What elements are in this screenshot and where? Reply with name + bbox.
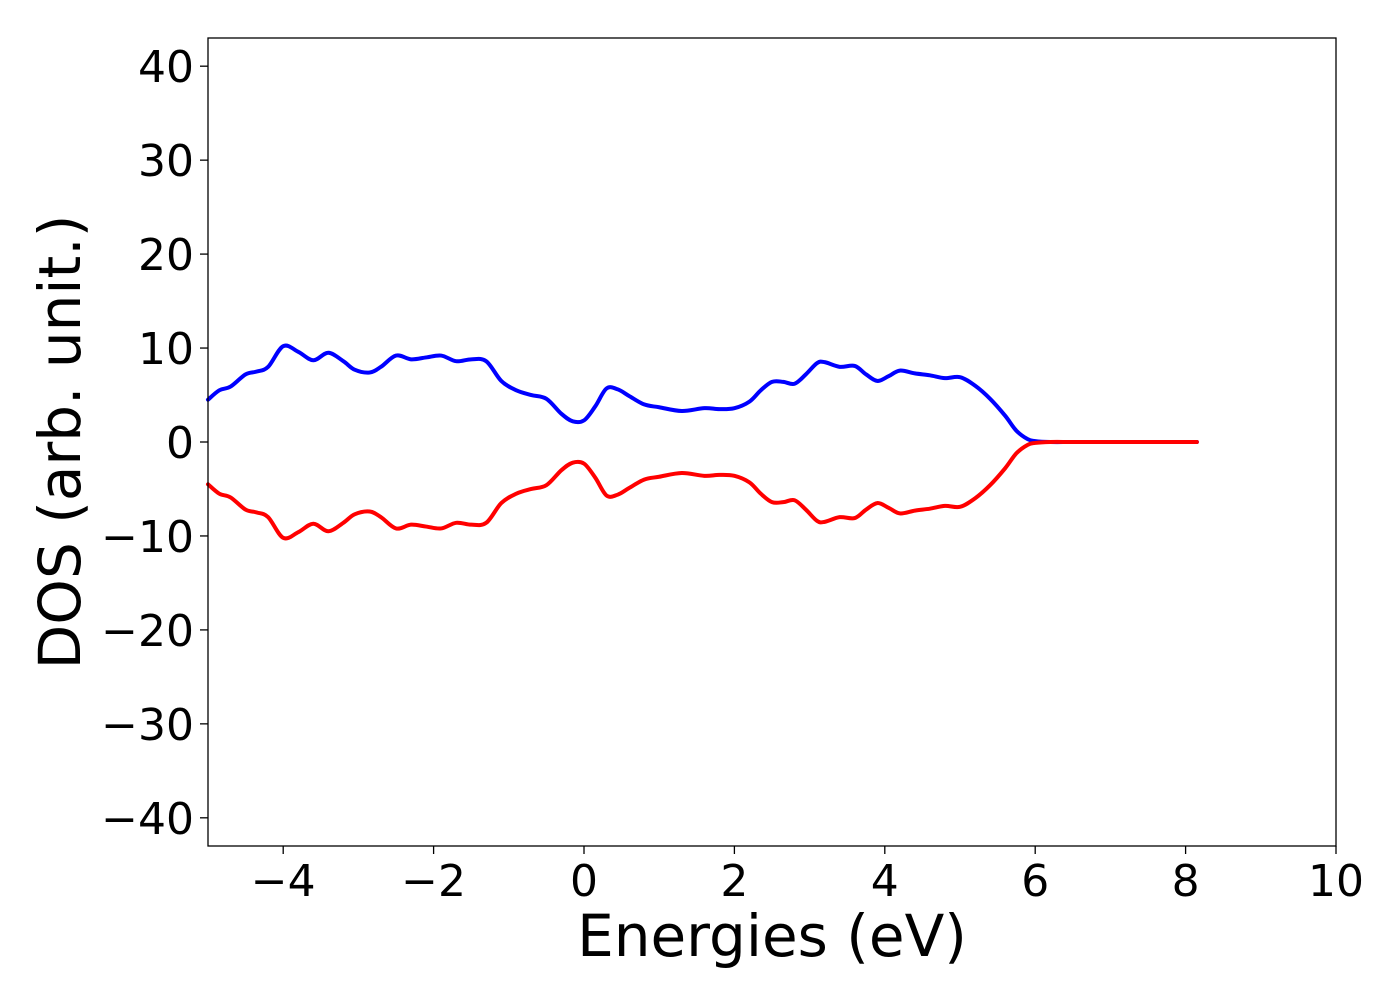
y-tick-label: −30 [101, 700, 194, 751]
x-axis-label: Energies (eV) [577, 902, 967, 970]
plot-area [206, 37, 1337, 847]
series-line-1 [206, 343, 1199, 445]
y-tick-label: −20 [101, 606, 194, 657]
y-tick-label: 20 [138, 230, 194, 281]
y-tick-label: −10 [101, 512, 194, 563]
y-tick-label: −40 [101, 794, 194, 845]
x-tick-label: 0 [570, 856, 598, 907]
y-axis-label: DOS (arb. unit.) [26, 215, 94, 670]
x-axis: −4 −2 0 2 4 6 8 10 [251, 846, 1364, 907]
y-axis: 40 30 20 10 0 −10 −20 −30 −40 [101, 42, 208, 845]
y-tick-label: 0 [166, 418, 194, 469]
x-tick-label: 4 [871, 856, 899, 907]
x-tick-label: 10 [1308, 856, 1364, 907]
x-tick-label: −4 [251, 856, 316, 907]
x-tick-label: 8 [1172, 856, 1200, 907]
x-tick-label: 2 [720, 856, 748, 907]
series-layer [206, 343, 1199, 541]
y-tick-label: 40 [138, 42, 194, 93]
y-tick-label: 30 [138, 136, 194, 187]
y-tick-label: 10 [138, 324, 194, 375]
series-line-2 [206, 439, 1199, 541]
x-tick-label: −2 [401, 856, 466, 907]
x-tick-label: 6 [1021, 856, 1049, 907]
